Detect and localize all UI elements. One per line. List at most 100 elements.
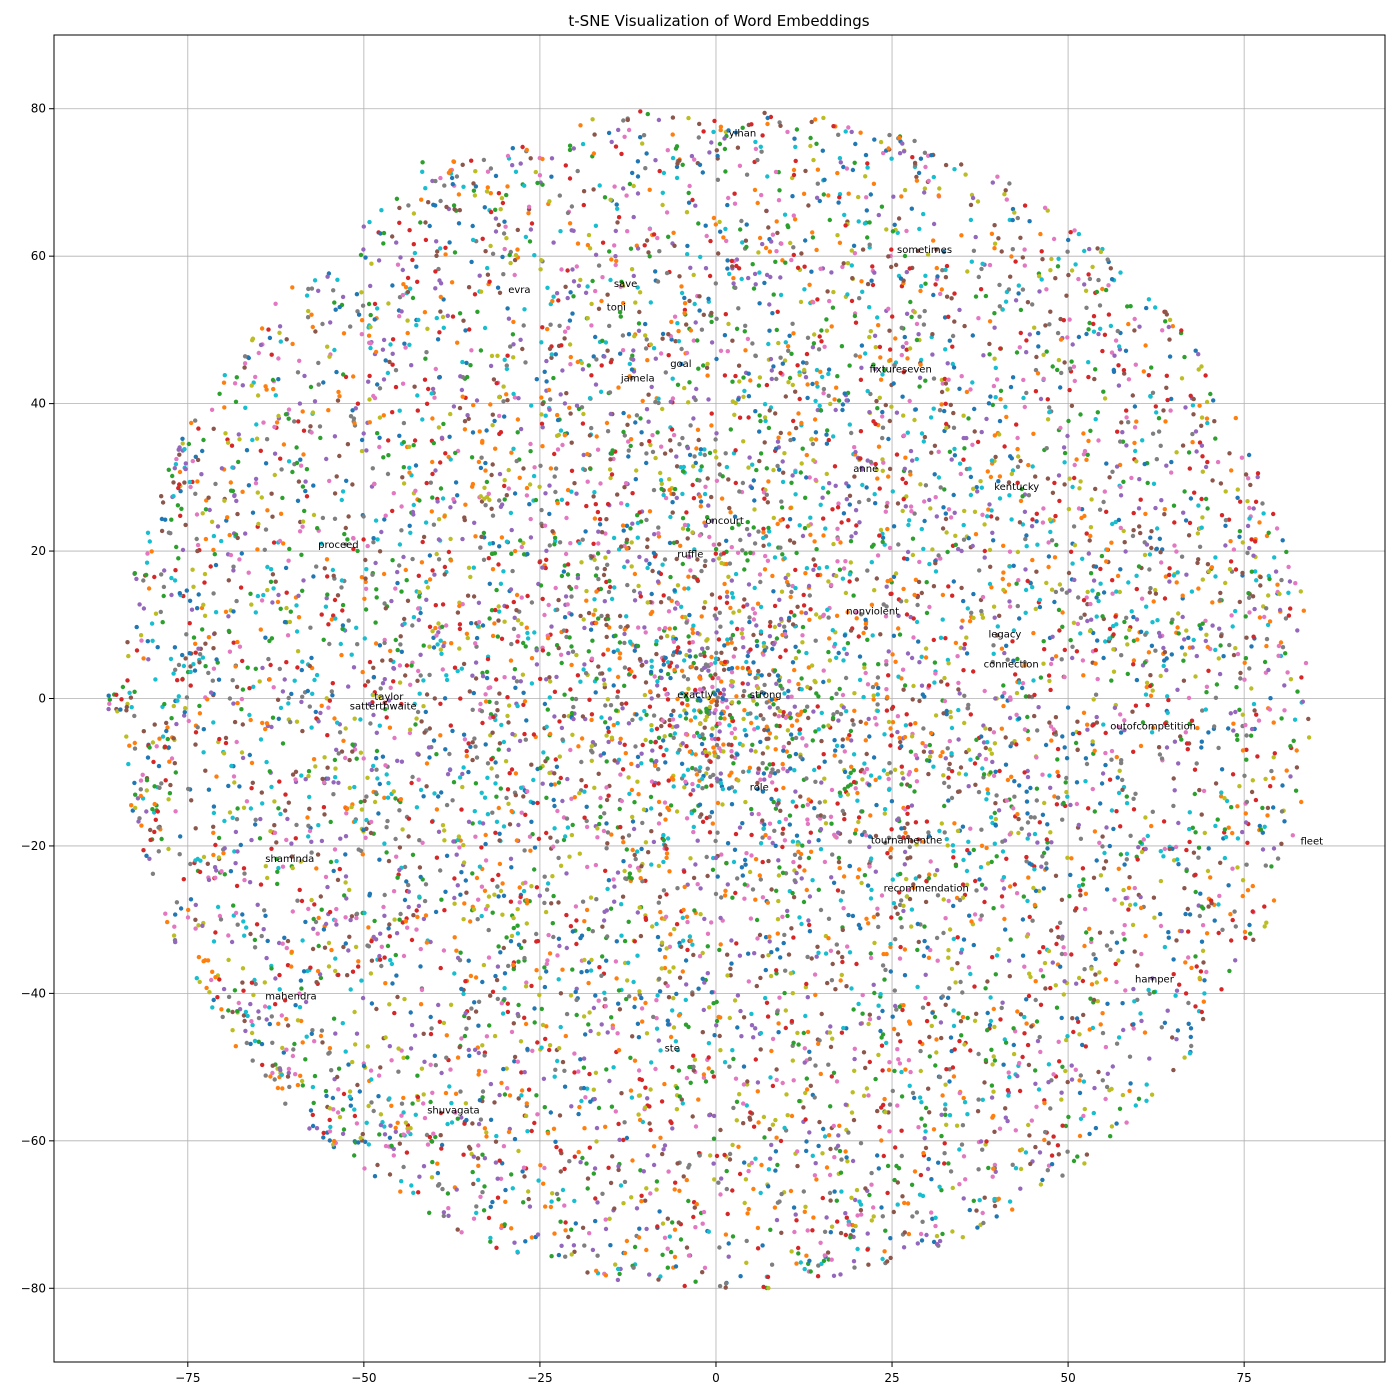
scatter-point: [504, 493, 509, 498]
scatter-point: [1116, 790, 1122, 796]
scatter-point: [567, 854, 572, 859]
scatter-point: [337, 394, 342, 399]
scatter-point: [782, 358, 788, 363]
scatter-point: [1025, 820, 1031, 825]
scatter-point: [237, 437, 242, 442]
scatter-point: [1174, 450, 1179, 455]
scatter-point: [681, 1174, 686, 1179]
scatter-point: [914, 456, 919, 462]
scatter-point: [985, 787, 990, 792]
scatter-point: [849, 738, 854, 743]
scatter-point: [173, 912, 178, 917]
scatter-point: [490, 989, 496, 994]
scatter-point: [371, 1108, 376, 1114]
scatter-point: [1191, 850, 1197, 855]
scatter-point: [614, 258, 619, 264]
scatter-point: [606, 130, 612, 136]
scatter-point: [1199, 364, 1204, 369]
scatter-point: [414, 908, 419, 913]
scatter-point: [276, 413, 281, 419]
scatter-point: [727, 505, 732, 511]
scatter-point: [800, 446, 805, 451]
scatter-point: [819, 710, 824, 716]
scatter-point: [386, 453, 391, 458]
scatter-point: [744, 1238, 749, 1244]
scatter-point: [739, 218, 744, 224]
scatter-point: [829, 324, 834, 329]
scatter-point: [1060, 1173, 1065, 1178]
scatter-point: [705, 515, 710, 520]
scatter-point: [355, 642, 360, 647]
scatter-point: [945, 387, 950, 392]
scatter-point: [532, 1020, 537, 1025]
scatter-point: [1282, 708, 1287, 713]
scatter-point: [382, 913, 387, 918]
scatter-point: [828, 1104, 833, 1109]
scatter-point: [334, 906, 339, 912]
scatter-point: [1170, 324, 1176, 329]
scatter-point: [627, 374, 632, 379]
scatter-point: [857, 1199, 862, 1204]
scatter-point: [655, 235, 660, 241]
scatter-point: [1186, 450, 1192, 455]
scatter-point: [773, 1168, 778, 1173]
scatter-point: [560, 737, 565, 742]
scatter-point: [991, 906, 996, 911]
scatter-point: [381, 337, 387, 343]
scatter-point: [961, 413, 966, 418]
scatter-point: [598, 389, 604, 394]
scatter-point: [476, 1121, 482, 1127]
scatter-point: [717, 595, 723, 600]
scatter-point: [471, 402, 476, 408]
scatter-point: [563, 551, 569, 557]
scatter-point: [1219, 767, 1225, 772]
scatter-point: [451, 203, 457, 208]
scatter-point: [440, 602, 446, 607]
scatter-point: [756, 693, 761, 699]
scatter-point: [325, 344, 330, 349]
scatter-point: [340, 608, 345, 613]
scatter-point: [408, 682, 413, 687]
scatter-point: [972, 429, 977, 434]
scatter-point: [526, 1087, 532, 1092]
scatter-point: [708, 238, 713, 244]
scatter-point: [1158, 443, 1163, 448]
scatter-point: [789, 1249, 794, 1254]
scatter-point: [644, 1186, 649, 1191]
scatter-point: [643, 1085, 648, 1090]
scatter-point: [452, 971, 457, 976]
scatter-point: [646, 392, 651, 397]
scatter-point: [1160, 328, 1165, 333]
scatter-point: [568, 541, 573, 546]
scatter-point: [901, 687, 906, 692]
scatter-point: [586, 363, 591, 368]
scatter-point: [393, 586, 398, 591]
scatter-point: [686, 574, 691, 579]
scatter-point: [129, 705, 134, 710]
scatter-point: [578, 277, 583, 283]
scatter-point: [182, 709, 187, 715]
scatter-point: [558, 652, 564, 657]
scatter-point: [1031, 630, 1036, 636]
scatter-point: [640, 398, 645, 404]
scatter-point: [1203, 464, 1209, 470]
scatter-point: [930, 1010, 935, 1015]
scatter-point: [1091, 952, 1096, 957]
scatter-point: [250, 437, 255, 443]
scatter-point: [821, 386, 827, 392]
scatter-point: [704, 706, 709, 711]
scatter-point: [519, 595, 524, 600]
scatter-point: [737, 163, 743, 168]
scatter-point: [1088, 996, 1093, 1001]
scatter-point: [362, 1166, 367, 1171]
scatter-point: [222, 498, 227, 503]
scatter-point: [467, 689, 472, 694]
scatter-point: [319, 1028, 325, 1033]
scatter-point: [893, 262, 899, 268]
scatter-point: [1026, 493, 1032, 498]
scatter-point: [134, 624, 139, 630]
scatter-point: [722, 716, 727, 721]
scatter-point: [483, 858, 489, 863]
scatter-point: [873, 345, 878, 350]
scatter-point: [598, 804, 603, 809]
